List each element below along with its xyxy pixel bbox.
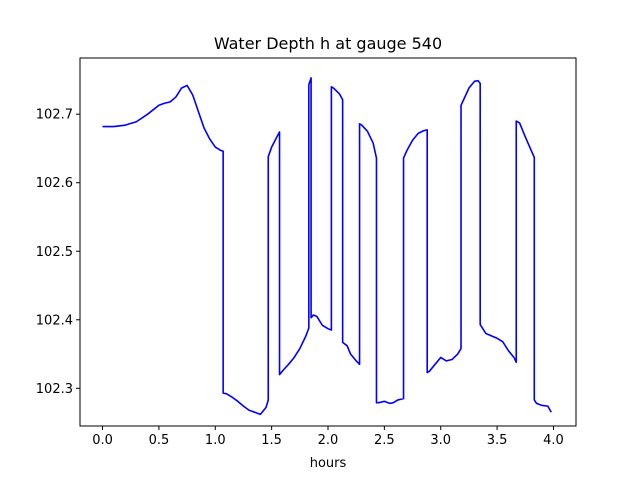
- x-axis-ticks: 0.0 0.5 1.0 1.5 2.0 2.5 3.0 3.5 4.0: [92, 426, 564, 448]
- y-tick-label: 102.3: [36, 382, 73, 397]
- x-tick-label: 1.5: [261, 433, 282, 448]
- x-tick-label: 0.5: [149, 433, 170, 448]
- x-tick-label: 4.0: [543, 433, 564, 448]
- x-tick-label: 3.0: [430, 433, 451, 448]
- y-axis-ticks: 102.3 102.4 102.5 102.6 102.7: [36, 108, 80, 397]
- y-tick-label: 102.6: [36, 176, 73, 191]
- plot-area: [102, 77, 552, 416]
- x-axis-label: hours: [310, 456, 347, 471]
- axes-frame: [79, 57, 577, 427]
- x-tick-label: 2.0: [318, 433, 339, 448]
- x-tick-label: 1.0: [205, 433, 226, 448]
- y-tick-label: 102.7: [36, 108, 73, 123]
- x-tick-label: 3.5: [487, 433, 508, 448]
- x-tick-label: 0.0: [92, 433, 113, 448]
- x-tick-label: 2.5: [374, 433, 395, 448]
- y-tick-label: 102.4: [36, 313, 73, 328]
- y-tick-label: 102.5: [36, 245, 73, 260]
- series-line-0: [102, 77, 552, 416]
- chart-title: Water Depth h at gauge 540: [214, 34, 442, 53]
